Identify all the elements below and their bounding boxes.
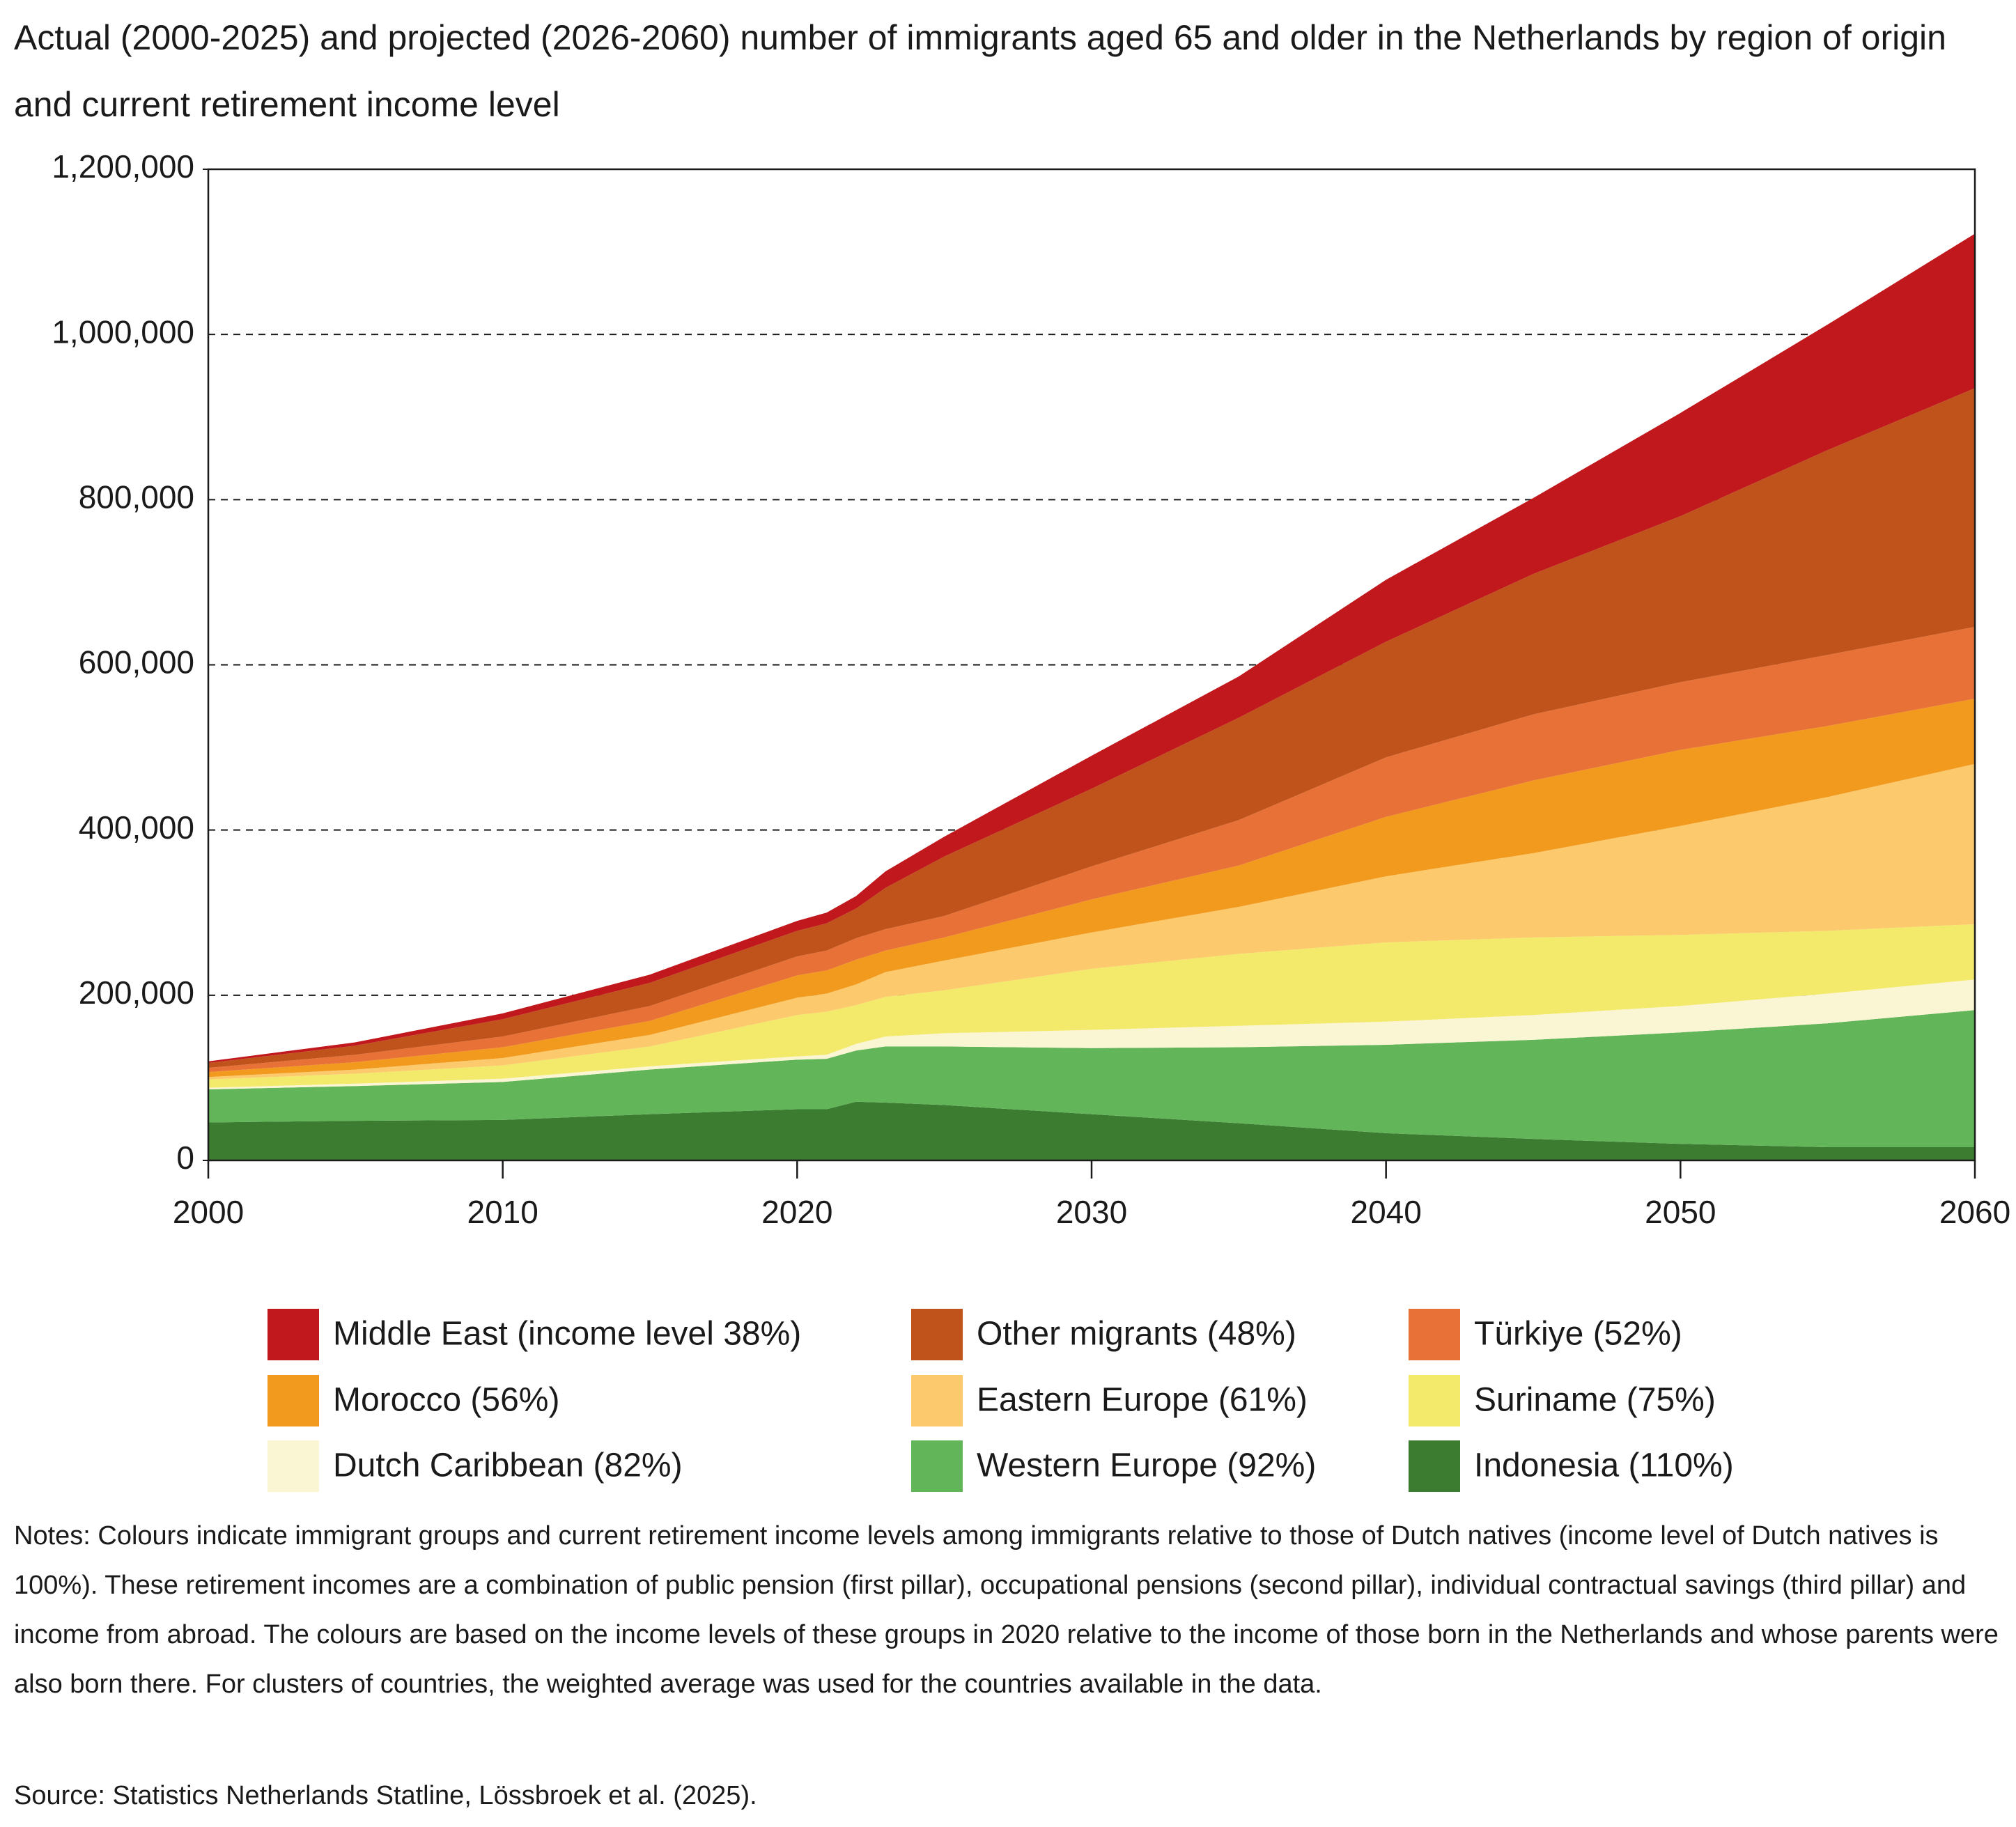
- y-tick-label: 1,200,000: [52, 148, 194, 185]
- legend-label: Türkiye (52%): [1474, 1316, 1682, 1353]
- legend-swatch: [911, 1375, 963, 1426]
- legend-label: Western Europe (92%): [977, 1447, 1316, 1484]
- legend-label: Other migrants (48%): [977, 1316, 1296, 1353]
- y-tick-label: 0: [176, 1140, 194, 1176]
- legend-swatch: [1409, 1309, 1460, 1360]
- y-tick-label: 200,000: [79, 974, 194, 1011]
- source: Source: Statistics Netherlands Statline,…: [14, 1781, 757, 1810]
- x-tick-label: 2020: [761, 1194, 832, 1230]
- legend-swatch: [267, 1440, 319, 1492]
- y-tick-label: 800,000: [79, 479, 194, 515]
- x-tick-label: 2030: [1056, 1194, 1127, 1230]
- x-tick-label: 2060: [1939, 1194, 2010, 1230]
- legend-label: Eastern Europe (61%): [977, 1382, 1308, 1419]
- x-tick-label: 2040: [1350, 1194, 1421, 1230]
- y-tick-label: 400,000: [79, 809, 194, 846]
- legend-swatch: [1409, 1440, 1460, 1492]
- legend-label: Morocco (56%): [333, 1382, 559, 1419]
- legend-label: Dutch Caribbean (82%): [333, 1447, 683, 1484]
- area: [208, 763, 1975, 1080]
- x-tick-label: 2010: [467, 1194, 538, 1230]
- legend-swatch: [1409, 1375, 1460, 1426]
- legend-label: Suriname (75%): [1474, 1382, 1716, 1419]
- legend-swatch: [267, 1309, 319, 1360]
- legend-label: Indonesia (110%): [1474, 1447, 1734, 1484]
- area: [208, 699, 1975, 1078]
- x-tick-label: 2000: [173, 1194, 244, 1230]
- area: [208, 924, 1975, 1088]
- legend-swatch: [911, 1309, 963, 1360]
- x-tick-label: 2050: [1645, 1194, 1716, 1230]
- area: [208, 626, 1975, 1073]
- legend-swatch: [911, 1440, 963, 1492]
- legend-swatch: [267, 1375, 319, 1426]
- y-tick-label: 600,000: [79, 644, 194, 681]
- area: [208, 1101, 1975, 1160]
- chart-title: Actual (2000-2025) and projected (2026-2…: [14, 18, 1946, 124]
- area: [208, 979, 1975, 1090]
- area: [208, 1010, 1975, 1148]
- legend-label: Middle East (income level 38%): [333, 1316, 801, 1353]
- notes: Notes: Colours indicate immigrant groups…: [14, 1521, 1999, 1699]
- y-tick-label: 1,000,000: [52, 313, 194, 350]
